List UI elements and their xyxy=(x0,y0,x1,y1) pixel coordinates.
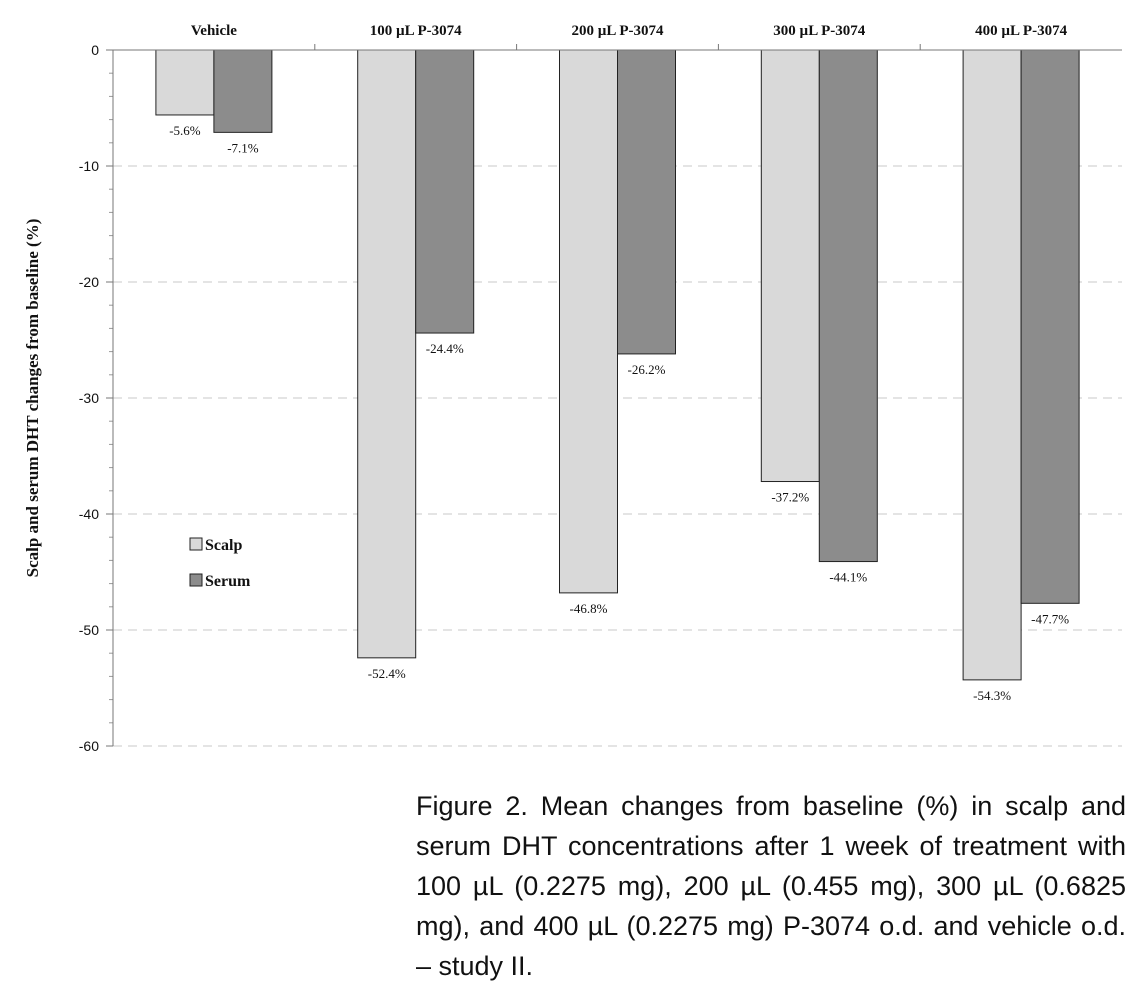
category-label: 100 µL P-3074 xyxy=(370,23,462,39)
data-label: -47.7% xyxy=(1031,611,1069,626)
data-label: -5.6% xyxy=(169,123,201,138)
y-tick-label: -60 xyxy=(79,738,99,754)
legend-label: Serum xyxy=(205,573,251,590)
data-label: -26.2% xyxy=(628,362,666,377)
legend: Scalp Serum xyxy=(189,537,251,590)
bar-scalp xyxy=(357,49,417,659)
bar-scalp xyxy=(760,49,820,483)
grid-lines xyxy=(113,165,1122,747)
bar-scalp xyxy=(962,49,1022,681)
category-label: 200 µL P-3074 xyxy=(572,23,664,39)
y-axis-label: Scalp and serum DHT changes from baselin… xyxy=(23,219,42,578)
data-label: -24.4% xyxy=(426,341,464,356)
data-label: -52.4% xyxy=(368,666,406,681)
data-label: -7.1% xyxy=(227,140,259,155)
category-label: 400 µL P-3074 xyxy=(975,23,1067,39)
data-label: -37.2% xyxy=(771,490,809,505)
bars xyxy=(155,49,1080,681)
y-tick-label: -20 xyxy=(79,274,99,290)
legend-swatch xyxy=(189,537,203,551)
data-label: -46.8% xyxy=(570,601,608,616)
y-axis: 0 -10 -20 -30 -40 -50 -60 xyxy=(79,42,1122,754)
data-label: -54.3% xyxy=(973,688,1011,703)
bar-scalp xyxy=(559,49,618,594)
y-tick-label: -50 xyxy=(79,622,99,638)
category-label: 300 µL P-3074 xyxy=(773,23,865,39)
y-tick-label: 0 xyxy=(91,42,99,58)
legend-swatch xyxy=(189,573,203,587)
figure-caption: Figure 2. Mean changes from baseline (%)… xyxy=(416,791,1126,981)
bar-serum xyxy=(617,49,676,355)
data-label: -44.1% xyxy=(829,570,867,585)
bar-serum xyxy=(213,49,273,133)
y-tick-label: -40 xyxy=(79,506,99,522)
bar-scalp xyxy=(155,49,215,116)
y-tick-label: -30 xyxy=(79,390,99,406)
y-tick-label: -10 xyxy=(79,158,99,174)
data-labels: -5.6% -7.1% -52.4% -24.4% -46.8% -26.2% -37.2%… xyxy=(169,123,1069,703)
bar-serum xyxy=(818,49,878,563)
bar-serum xyxy=(415,49,475,334)
category-labels: Vehicle 100 µL P-3074 200 µL P-3074 300 µL … xyxy=(191,23,1068,39)
legend-label: Scalp xyxy=(205,537,242,554)
bar-serum xyxy=(1020,49,1080,604)
category-label: Vehicle xyxy=(191,23,237,39)
